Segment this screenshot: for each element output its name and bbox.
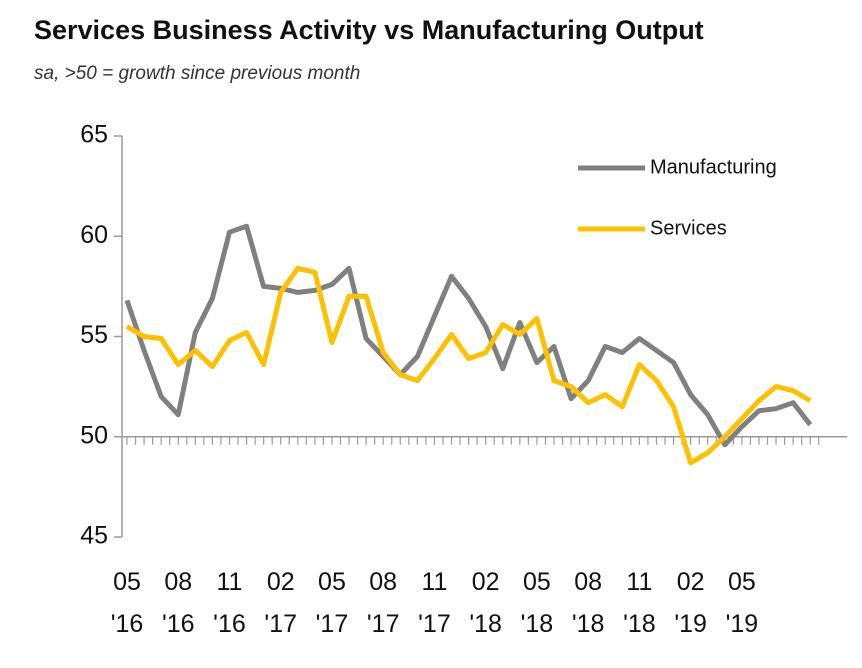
y-tick-label: 50 [80,421,108,449]
x-tick-label: 08'17 [367,568,400,638]
legend-label: Services [650,217,727,239]
chart-title: Services Business Activity vs Manufactur… [34,15,704,45]
x-tick-label: 05'19 [726,568,759,638]
x-tick-label: 11'16 [213,568,246,638]
x-tick-label: 11'17 [418,568,451,638]
y-tick-label: 65 [80,121,108,149]
x-tick-label: 05'16 [111,568,144,638]
legend-label: Manufacturing [650,156,777,178]
y-tick-label: 45 [80,522,108,550]
x-tick-label: 11'18 [623,568,656,638]
series-line [124,223,813,448]
x-tick-label: 05'18 [521,568,554,638]
x-tick-label: 08'18 [572,568,605,638]
x-tick-label: 02'17 [264,568,297,638]
series-line [125,265,812,466]
x-tick-label: 08'16 [162,568,195,638]
x-tick-label: 02'19 [674,568,707,638]
y-tick-label: 60 [80,221,108,249]
x-tick-label: 02'18 [469,568,502,638]
chart-subtitle: sa, >50 = growth since previous month [34,63,360,84]
y-tick-label: 55 [80,321,108,349]
x-tick-label: 05'17 [316,568,349,638]
